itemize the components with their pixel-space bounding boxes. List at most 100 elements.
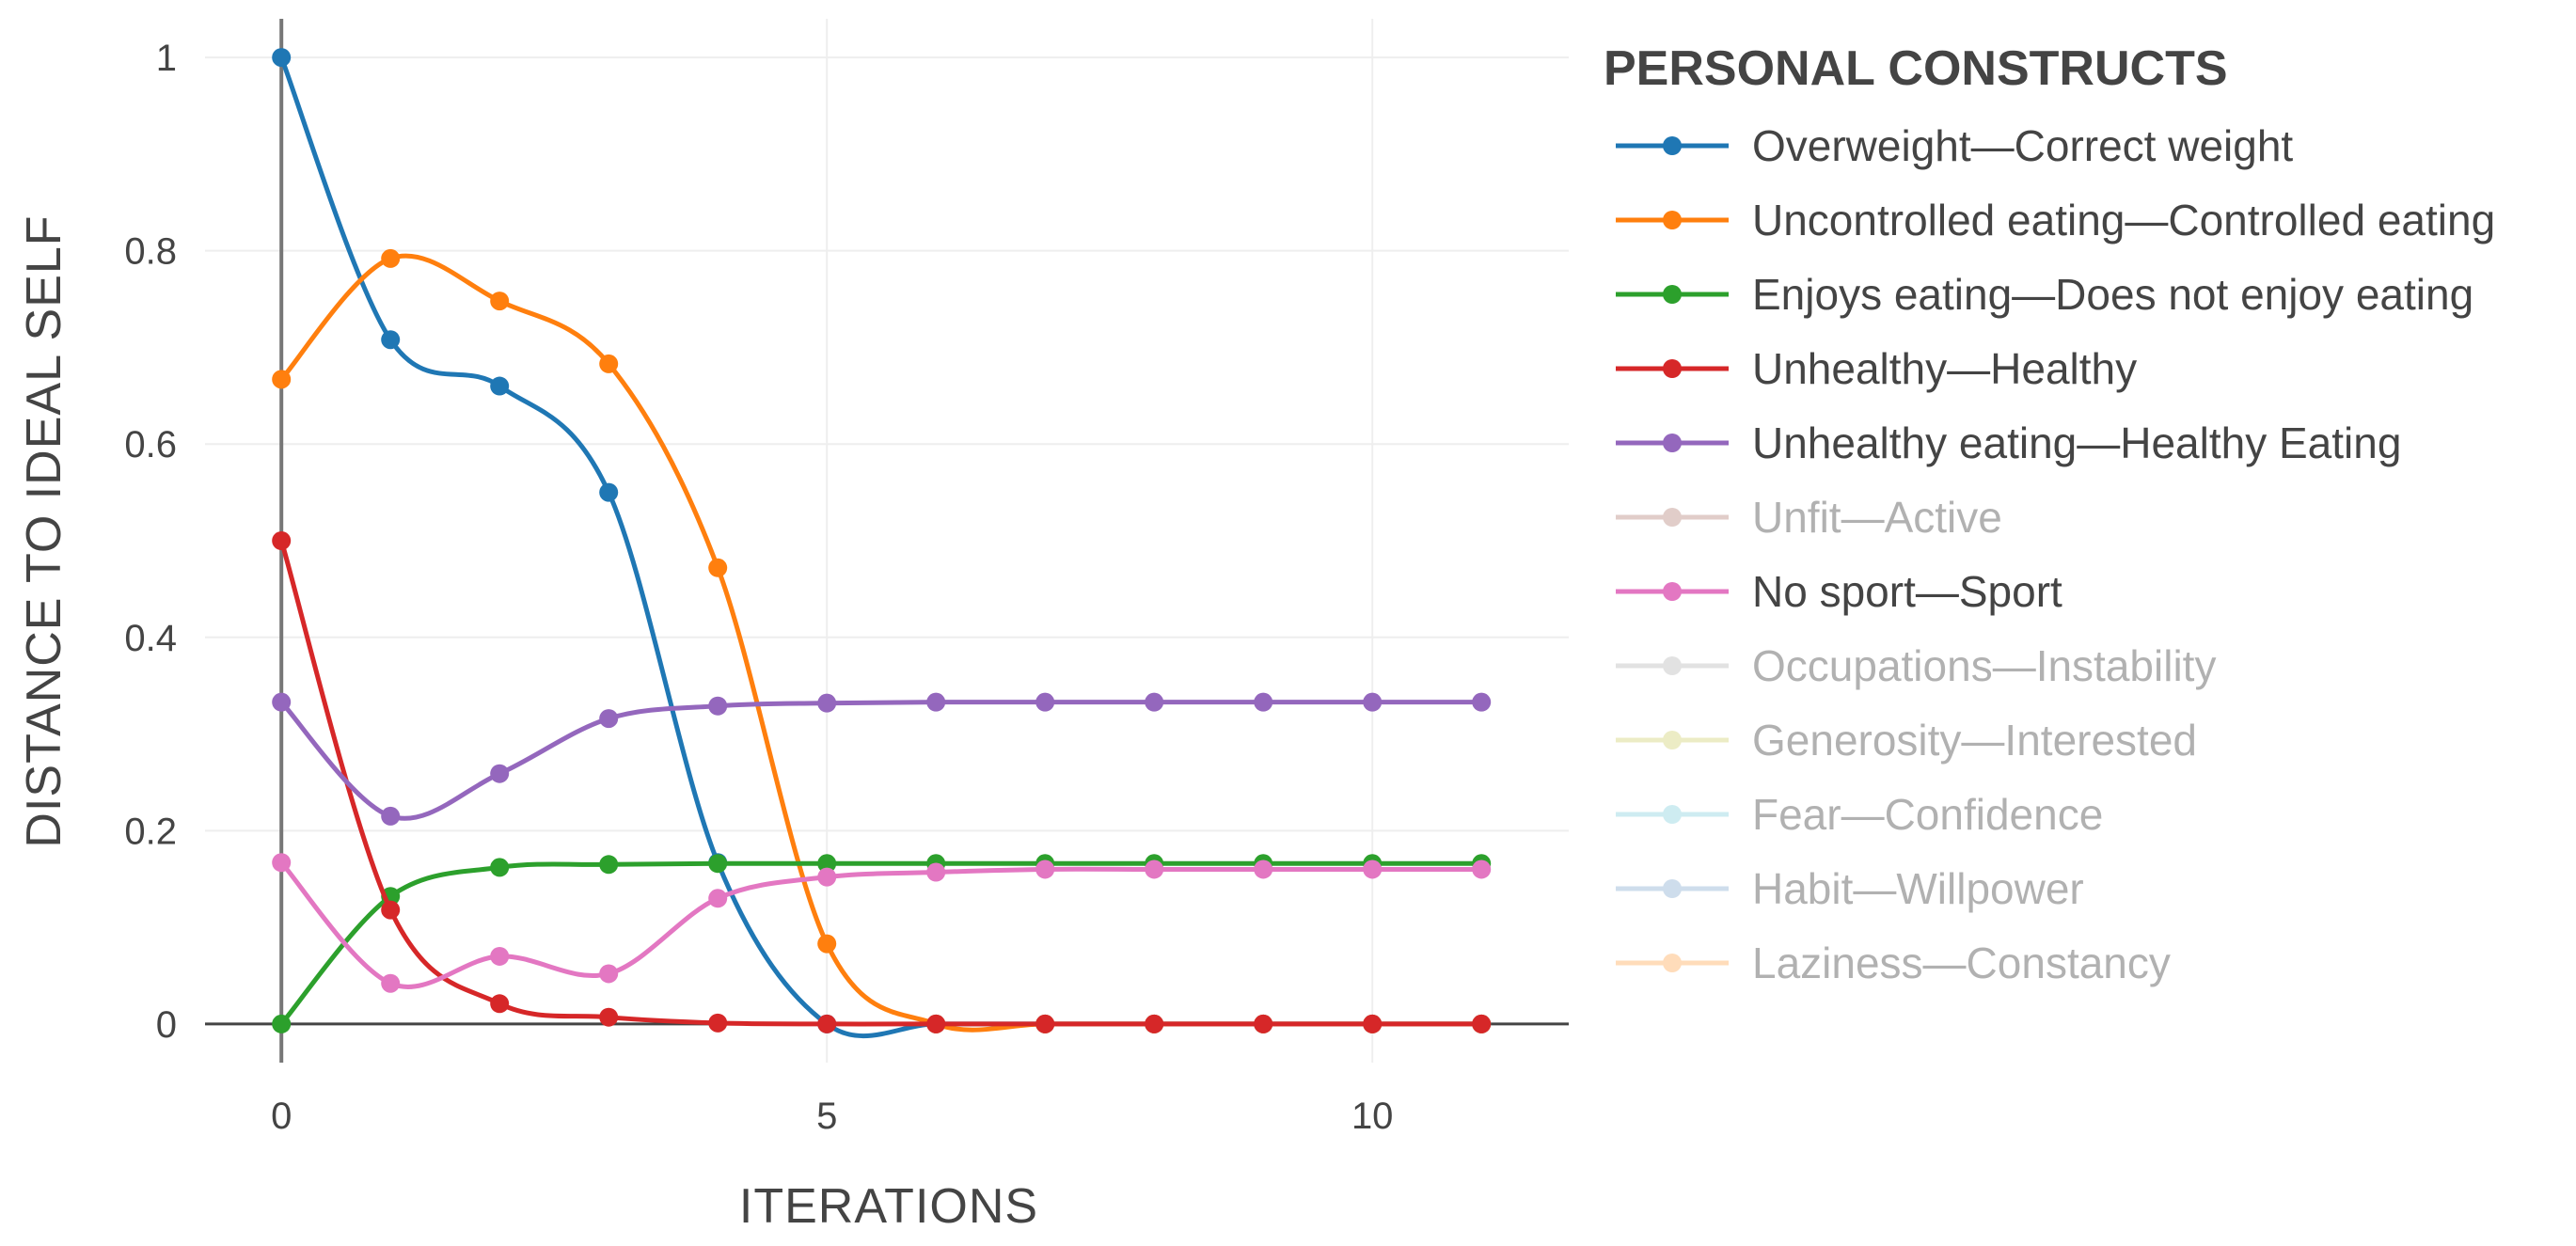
- legend-marker: [1663, 508, 1682, 527]
- data-point: [1254, 1014, 1273, 1033]
- series-group: [272, 48, 1492, 1039]
- data-point: [817, 693, 837, 713]
- legend-marker: [1663, 954, 1682, 972]
- data-point: [490, 764, 510, 783]
- legend-item[interactable]: Fear—Confidence: [1616, 790, 2103, 839]
- axis-layer: [205, 19, 1569, 1063]
- series-group: [272, 692, 1492, 826]
- legend-label: Unhealthy—Healthy: [1752, 344, 2137, 393]
- series-layer: [272, 48, 1492, 1039]
- data-point: [272, 853, 292, 873]
- series-line: [279, 700, 1482, 821]
- data-point: [926, 692, 946, 712]
- data-point: [381, 248, 401, 268]
- legend-label: Unhealthy eating—Healthy Eating: [1752, 418, 2401, 467]
- data-point: [272, 370, 292, 389]
- data-point: [708, 889, 728, 908]
- y-tick-label: 1: [156, 38, 177, 79]
- data-point: [1035, 860, 1055, 879]
- data-point: [926, 862, 946, 882]
- legend-label: Uncontrolled eating—Controlled eating: [1752, 196, 2495, 244]
- data-point: [1363, 692, 1383, 712]
- legend-item[interactable]: Laziness—Constancy: [1616, 938, 2171, 987]
- legend-label: Fear—Confidence: [1752, 790, 2103, 839]
- legend-marker: [1663, 434, 1682, 452]
- legend-item[interactable]: Occupations—Instability: [1616, 641, 2216, 690]
- data-point: [272, 531, 292, 550]
- y-tick-label: 0.6: [124, 424, 177, 465]
- data-point: [1035, 692, 1055, 712]
- data-point: [490, 858, 510, 877]
- y-tick-label: 0.2: [124, 811, 177, 852]
- legend-item[interactable]: Generosity—Interested: [1616, 716, 2197, 765]
- legend-item[interactable]: Enjoys eating—Does not enjoy eating: [1616, 270, 2473, 319]
- series-line: [279, 860, 1482, 989]
- data-point: [599, 354, 619, 373]
- data-point: [1472, 692, 1492, 712]
- data-point: [1035, 1014, 1055, 1033]
- legend-label: Laziness—Constancy: [1752, 938, 2171, 987]
- legend-marker: [1663, 211, 1682, 229]
- data-point: [599, 482, 619, 502]
- legend-title: PERSONAL CONSTRUCTS: [1604, 41, 2228, 96]
- data-point: [490, 994, 510, 1014]
- y-axis-title: DISTANCE TO IDEAL SELF: [17, 214, 71, 847]
- data-point: [490, 946, 510, 966]
- data-point: [1363, 1014, 1383, 1033]
- legend-item[interactable]: Uncontrolled eating—Controlled eating: [1616, 196, 2495, 244]
- data-point: [381, 806, 401, 826]
- legend-marker: [1663, 879, 1682, 898]
- legend-label: Generosity—Interested: [1752, 716, 2197, 765]
- data-point: [817, 867, 837, 887]
- series-line: [279, 253, 1482, 1033]
- data-point: [381, 330, 401, 350]
- data-point: [817, 1014, 837, 1033]
- data-point: [1145, 860, 1164, 879]
- series-line: [279, 860, 1482, 1026]
- data-point: [490, 376, 510, 396]
- series-group: [272, 531, 1492, 1033]
- legend-item[interactable]: Habit—Willpower: [1616, 864, 2084, 913]
- legend-label: Habit—Willpower: [1752, 864, 2084, 913]
- legend-marker: [1663, 656, 1682, 675]
- series-line: [278, 540, 1482, 1027]
- data-point: [381, 900, 401, 920]
- data-point: [926, 1014, 946, 1033]
- legend-item[interactable]: Unhealthy—Healthy: [1616, 344, 2137, 393]
- data-point: [1145, 1014, 1164, 1033]
- y-tick-label: 0.4: [124, 618, 177, 659]
- series-line: [278, 56, 1482, 1039]
- data-point: [272, 692, 292, 712]
- legend-item[interactable]: Overweight—Correct weight: [1616, 121, 2293, 170]
- data-point: [1472, 860, 1492, 879]
- grid-layer: [205, 19, 1569, 1063]
- legend-label: Occupations—Instability: [1752, 641, 2216, 690]
- legend-marker: [1663, 136, 1682, 155]
- legend-label: Unfit—Active: [1752, 493, 2002, 542]
- data-point: [1145, 692, 1164, 712]
- data-point: [1254, 692, 1273, 712]
- data-point: [599, 855, 619, 875]
- legend-item[interactable]: Unhealthy eating—Healthy Eating: [1616, 418, 2401, 467]
- data-point: [599, 1007, 619, 1027]
- legend-items: Overweight—Correct weight Uncontrolled ea…: [1616, 121, 2495, 987]
- legend-item[interactable]: No sport—Sport: [1616, 567, 2062, 616]
- y-tick-label: 0: [156, 1004, 177, 1046]
- data-point: [708, 696, 728, 716]
- legend-item[interactable]: Unfit—Active: [1616, 493, 2002, 542]
- data-point: [272, 1014, 292, 1033]
- legend: PERSONAL CONSTRUCTS Overweight—Correct w…: [1604, 41, 2495, 987]
- data-point: [1254, 860, 1273, 879]
- data-point: [599, 709, 619, 729]
- legend-label: Enjoys eating—Does not enjoy eating: [1752, 270, 2473, 319]
- data-point: [817, 934, 837, 954]
- data-point: [708, 558, 728, 577]
- legend-label: No sport—Sport: [1752, 567, 2062, 616]
- data-point: [381, 973, 401, 993]
- data-point: [817, 854, 837, 874]
- legend-marker: [1663, 731, 1682, 749]
- legend-marker: [1663, 805, 1682, 824]
- data-point: [599, 964, 619, 984]
